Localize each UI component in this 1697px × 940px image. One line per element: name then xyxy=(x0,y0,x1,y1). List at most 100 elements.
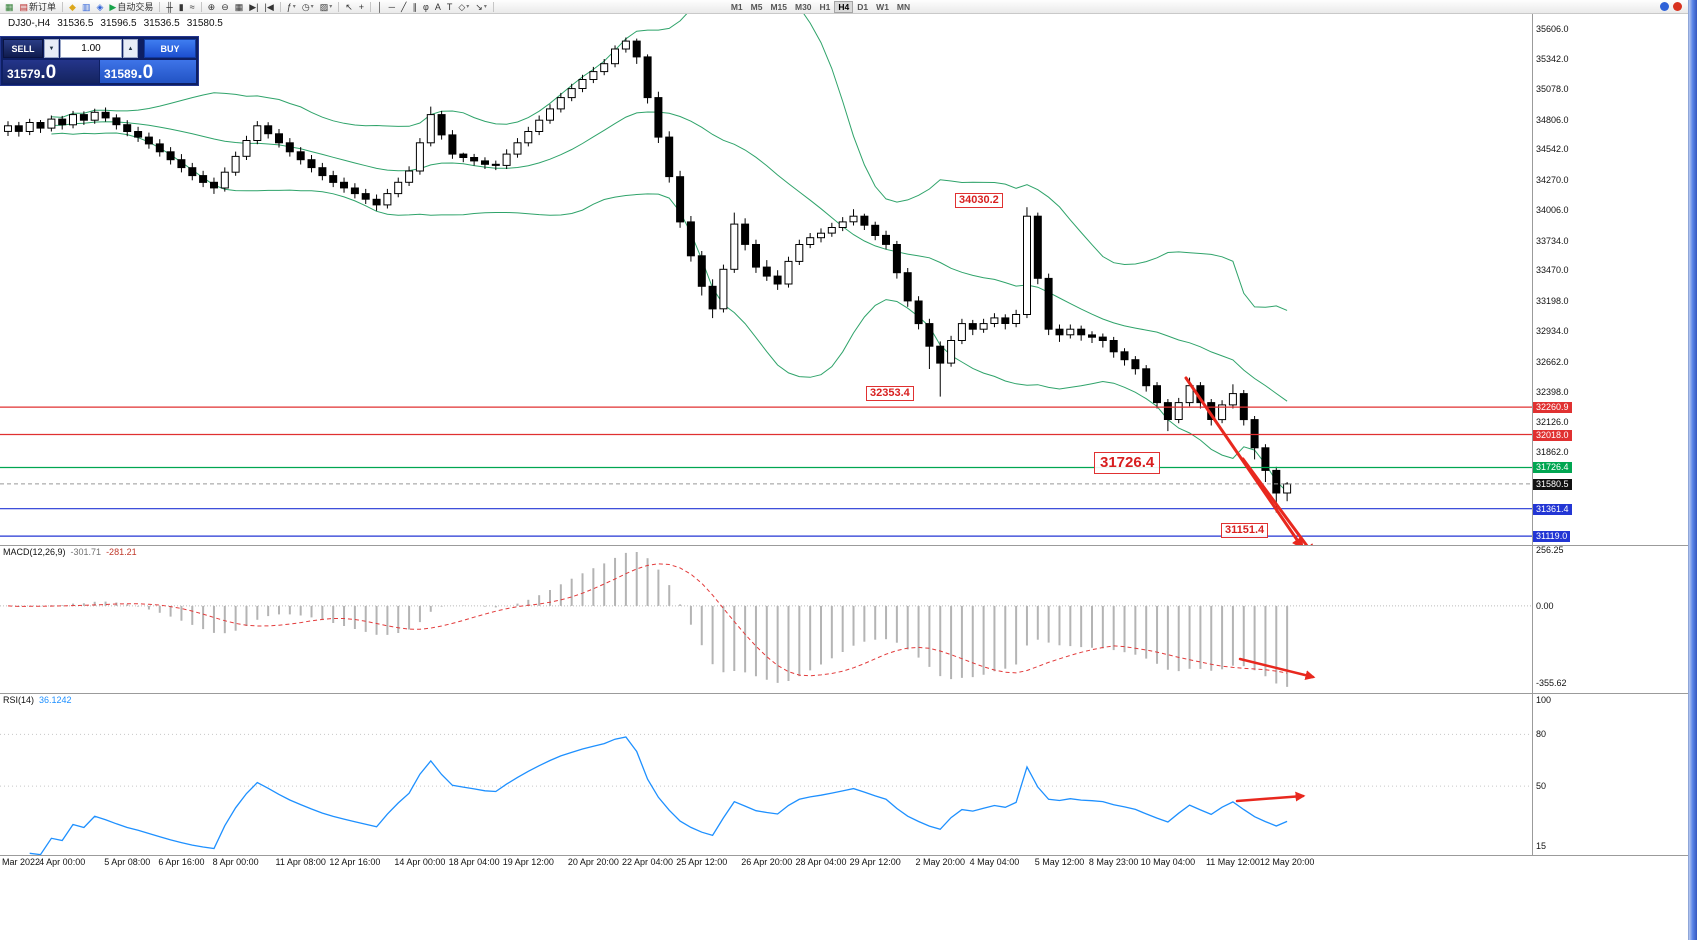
vertical-line-button[interactable]: │ xyxy=(374,1,386,13)
rsi-panel-divider[interactable] xyxy=(0,693,1697,694)
toolbar-separator xyxy=(62,1,64,12)
indicators-button[interactable]: ƒ ▾ xyxy=(284,1,299,13)
open-value: 31536.5 xyxy=(57,18,94,29)
price-axis[interactable]: 35606.0 35342.0 35078.0 34806.0 34542.0 34270… xyxy=(1533,14,1688,855)
text-button[interactable]: A xyxy=(432,1,444,13)
time-axis-label: 25 Apr 12:00 xyxy=(676,857,728,867)
price-annotation[interactable]: 31726.4 xyxy=(1094,452,1161,474)
timeframe-w1-button[interactable]: W1 xyxy=(872,1,893,13)
periods-button[interactable]: ◷ ▾ xyxy=(299,1,317,13)
label-button[interactable]: T xyxy=(444,1,456,13)
sell-price[interactable]: 31579 .0 xyxy=(3,60,99,83)
timeframe-h1-button[interactable]: H1 xyxy=(816,1,835,13)
close-value: 31580.5 xyxy=(186,18,223,29)
horizontal-line-button[interactable]: ─ xyxy=(386,1,398,13)
volume-increase-button[interactable]: ▲ xyxy=(123,39,138,58)
buy-button[interactable]: BUY xyxy=(144,39,196,58)
cursor-button[interactable]: ↖ xyxy=(342,1,356,13)
toolbar-button-label: 新订单 xyxy=(29,1,57,12)
rsi-svg[interactable] xyxy=(0,693,1532,855)
zoom-in-button[interactable]: ⊕ xyxy=(205,1,219,13)
market-watch-button[interactable]: ◆ xyxy=(66,1,79,13)
candlestick-chart-button[interactable]: ▮ xyxy=(176,1,187,13)
tile-windows-icon: ▦ xyxy=(234,1,244,12)
macd-main-value: -301.71 xyxy=(70,547,102,557)
timeframe-m1-button[interactable]: M1 xyxy=(727,1,747,13)
price-tag: 31361.4 xyxy=(1533,503,1572,515)
rsi-axis-label: 15 xyxy=(1536,841,1547,852)
price-annotation[interactable]: 31151.4 xyxy=(1221,523,1269,538)
rsi-axis-label: 50 xyxy=(1536,781,1547,792)
timeframe-m5-button[interactable]: M5 xyxy=(747,1,767,13)
timeframe-h4-button[interactable]: H4 xyxy=(834,0,854,13)
sell-price-main: 31579 xyxy=(7,67,41,81)
price-axis-label: 34542.0 xyxy=(1536,144,1569,155)
time-axis-label: 4 May 04:00 xyxy=(969,857,1020,867)
time-axis-label: 2 May 20:00 xyxy=(915,857,965,867)
timeframe-d1-button[interactable]: D1 xyxy=(853,1,872,13)
auto-trading-icon: ▶ xyxy=(109,1,117,12)
new-chart-button[interactable]: ▦ xyxy=(2,1,17,13)
rsi-panel[interactable] xyxy=(0,693,1532,855)
main-chart-panel[interactable] xyxy=(0,14,1532,545)
live-update-button[interactable] xyxy=(1673,2,1682,11)
macd-axis-label: -355.62 xyxy=(1536,678,1567,689)
chart-shift-icon: |◀ xyxy=(264,1,274,12)
macd-panel-divider[interactable] xyxy=(0,545,1697,546)
timeframe-m30-button[interactable]: M30 xyxy=(791,1,816,13)
line-chart-button[interactable]: ≈ xyxy=(187,1,198,13)
tile-windows-button[interactable]: ▦ xyxy=(232,1,247,13)
fibonacci-button[interactable]: φ xyxy=(420,1,432,13)
time-axis-label: 14 Apr 00:00 xyxy=(394,857,446,867)
main-chart-svg[interactable] xyxy=(0,14,1532,545)
macd-name: MACD(12,26,9) xyxy=(3,547,66,557)
macd-panel[interactable] xyxy=(0,545,1532,693)
volume-input[interactable] xyxy=(60,39,122,58)
shapes-button[interactable]: ◇ ▾ xyxy=(455,1,472,13)
price-tag: 31726.4 xyxy=(1533,462,1572,474)
data-window-button[interactable]: ▥ xyxy=(79,1,94,13)
time-axis[interactable]: Mar 2022 4 Apr 00:00 5 Apr 08:00 6 Apr 16:0… xyxy=(0,856,1532,869)
templates-button[interactable]: ▨ ▾ xyxy=(317,1,336,13)
market-watch-icon: ◆ xyxy=(69,1,76,12)
low-value: 31536.5 xyxy=(143,18,180,29)
chart-shift-button[interactable]: |◀ xyxy=(262,1,277,13)
periods-icon: ◷ xyxy=(301,1,310,12)
macd-svg[interactable] xyxy=(0,545,1532,693)
equidistant-channel-button[interactable]: ∥ xyxy=(409,1,420,13)
price-axis-label: 33734.0 xyxy=(1536,235,1569,246)
time-axis-label: 20 Apr 20:00 xyxy=(567,857,619,867)
bar-chart-button[interactable]: ╫ xyxy=(163,1,175,13)
timeframe-toolbar: M1 M5 M15 M30 H1 H4 D1 W1 MN xyxy=(727,0,914,13)
equidistant-channel-icon: ∥ xyxy=(412,1,417,12)
line-chart-icon: ≈ xyxy=(189,1,195,12)
auto-trading-button[interactable]: ▶ 自动交易 xyxy=(106,1,156,13)
time-axis-label: 18 Apr 04:00 xyxy=(448,857,500,867)
vertical-line-icon: │ xyxy=(377,1,383,12)
price-annotation[interactable]: 32353.4 xyxy=(866,386,914,401)
new-order-button[interactable]: ▤ 新订单 xyxy=(17,1,60,13)
quick-search-button[interactable] xyxy=(1660,2,1669,11)
crosshair-icon: + xyxy=(358,1,365,12)
price-axis-label: 35078.0 xyxy=(1536,83,1569,94)
price-annotation[interactable]: 34030.2 xyxy=(955,193,1003,208)
text-icon: A xyxy=(434,1,441,12)
timeframe-mn-button[interactable]: MN xyxy=(893,1,914,13)
volume-decrease-button[interactable]: ▼ xyxy=(44,39,59,58)
sell-button[interactable]: SELL xyxy=(3,39,43,58)
toolbar-separator xyxy=(159,1,161,12)
navigator-button[interactable]: ◈ xyxy=(93,1,106,13)
timeframe-m15-button[interactable]: M15 xyxy=(766,1,791,13)
vertical-scrollbar[interactable] xyxy=(1688,0,1697,940)
arrows-button[interactable]: ↘ ▾ xyxy=(472,1,490,13)
candlestick-chart-icon: ▮ xyxy=(178,1,184,12)
trendline-button[interactable]: ╱ xyxy=(398,1,409,13)
toolbar-button-label: 自动交易 xyxy=(117,1,154,12)
arrows-icon: ↘ xyxy=(475,1,483,12)
buy-price[interactable]: 31589 .0 xyxy=(99,60,196,83)
auto-scroll-button[interactable]: ▶| xyxy=(246,1,261,13)
zoom-out-button[interactable]: ⊖ xyxy=(218,1,232,13)
dropdown-caret-icon: ▾ xyxy=(466,3,470,10)
crosshair-button[interactable]: + xyxy=(356,1,367,13)
